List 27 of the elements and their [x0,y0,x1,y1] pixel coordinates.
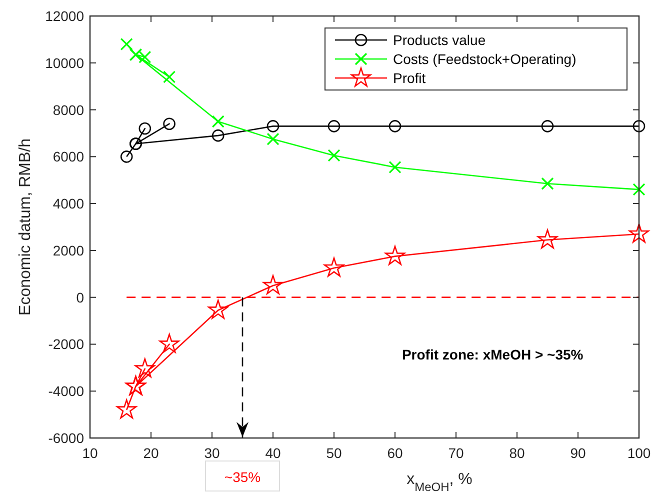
x-tick-label: 60 [387,445,403,461]
x-tick-label: 100 [627,445,651,461]
y-axis-title: Economic datum, RMB/h [17,138,34,316]
legend-label: Products value [393,32,486,48]
y-tick-label: 12000 [45,8,84,24]
x-tick-label: 20 [143,445,159,461]
y-tick-label: 0 [76,289,84,306]
x-tick-label: 10 [82,445,98,461]
x-tick-label: 50 [326,445,342,461]
y-tick-label: -6000 [48,430,84,446]
legend-label: Profit [393,70,426,86]
y-tick-label: -4000 [48,383,84,400]
y-tick-label: 10000 [45,54,84,71]
x-tick-label: 90 [570,445,586,461]
y-tick-label: 4000 [52,196,84,212]
y-tick-label: -2000 [48,336,84,352]
legend-label: Costs (Feedstock+Operating) [393,51,576,67]
x-axis-title: x$_{MeOH}$, % [406,471,472,494]
x-tick-label: 40 [265,445,281,461]
ref-line-label: ~35% [224,469,261,485]
y-tick-label: 6000 [52,148,84,165]
x-tick-label: 30 [204,445,220,461]
x-tick-label: 70 [448,445,464,461]
y-tick-label: 2000 [52,242,84,258]
y-tick-label: 8000 [52,102,84,118]
annotation: Profit zone: xMeOH > ~35% [402,346,584,362]
x-tick-label: 80 [509,445,525,461]
